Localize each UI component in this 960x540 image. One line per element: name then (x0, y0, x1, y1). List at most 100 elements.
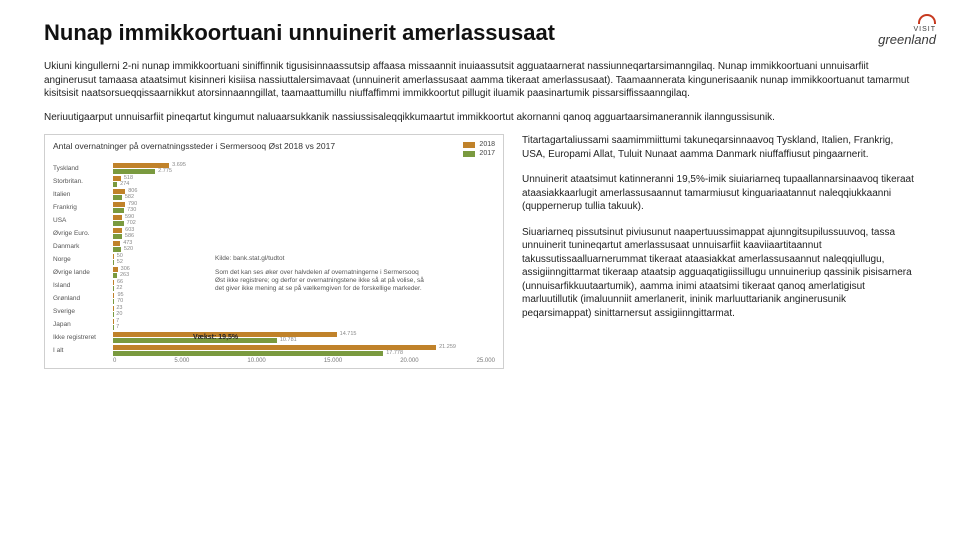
bar-2018 (113, 202, 125, 207)
bar-2018 (113, 228, 122, 233)
bar-track: 21.259 17.778 (113, 345, 495, 356)
chart-note-text: Som det kan ses øker over halvdelen af o… (215, 269, 425, 293)
bar-2017 (113, 169, 155, 174)
bar-track: 590702 (113, 215, 495, 226)
bar-value-2017: 586 (125, 233, 134, 239)
bar-row: Øvrige Euro.603586 (53, 228, 495, 239)
bar-label: Danmark (53, 243, 113, 250)
xaxis-tick: 0 (113, 358, 116, 364)
bar-label: I alt (53, 347, 113, 354)
bar-track: 2320 (113, 306, 495, 317)
chart-source: Kilde: bank.stat.gl/tudtot (215, 255, 425, 263)
chart-xaxis: 05.00010.00015.00020.00025.000 (53, 358, 495, 364)
side-paragraph-3: Siuariarneq pissutsinut piviusunut naape… (522, 226, 916, 321)
bar-2017 (113, 351, 383, 356)
bar-2017 (113, 195, 122, 200)
bar-label: Frankrig (53, 204, 113, 211)
bar-row: I alt 21.259 17.778 (53, 345, 495, 356)
bar-row: Tyskland3.6952.775 (53, 163, 495, 174)
bar-track: 790730 (113, 202, 495, 213)
bar-value-2017: 20 (116, 311, 122, 317)
bar-value-2017: 52 (117, 259, 123, 265)
bar-track: 806582 (113, 189, 495, 200)
bar-track: 14.715 10.781 (113, 332, 495, 343)
bar-value-2017: 730 (127, 207, 136, 213)
bar-value-2017: 520 (124, 246, 133, 252)
bar-2017 (113, 221, 124, 226)
bar-value-2017: 22 (116, 285, 122, 291)
bar-value-2017: 274 (120, 181, 129, 187)
logo-greenland: greenland (878, 33, 936, 46)
bar-row: Danmark473520 (53, 241, 495, 252)
bar-label: Tyskland (53, 165, 113, 172)
bar-2018 (113, 267, 118, 272)
bar-row: Japan77 (53, 319, 495, 330)
swatch-2018 (463, 142, 475, 148)
bar-2018 (113, 241, 120, 246)
bar-track: 603586 (113, 228, 495, 239)
bar-value-2018: 14.715 (340, 331, 357, 337)
xaxis-tick: 10.000 (247, 358, 265, 364)
brand-logo: VISIT greenland (878, 14, 936, 46)
xaxis-tick: 5.000 (174, 358, 189, 364)
bar-row: Italien806582 (53, 189, 495, 200)
content-row: Antal overnatninger på overnatningsstede… (44, 134, 916, 369)
bar-track: 473520 (113, 241, 495, 252)
intro-paragraph-2: Neriuutigaarput unnuisarfiit pineqartut … (44, 111, 916, 125)
bar-row: Grønland9570 (53, 293, 495, 304)
bar-value-2017: 7 (116, 324, 119, 330)
bar-label: Øvrige Euro. (53, 230, 113, 237)
bar-2017 (113, 234, 122, 239)
bar-value-2018: 21.259 (439, 344, 456, 350)
bar-label: Sverige (53, 308, 113, 315)
bar-2018 (113, 254, 114, 259)
bar-2017 (113, 299, 114, 304)
bar-value-2017: 263 (120, 272, 129, 278)
legend-2018: 2018 (463, 141, 495, 148)
page-body: Nunap immikkoortuani unnuinerit amerlass… (0, 0, 960, 389)
side-paragraph-2: Unnuinerit ataatsimut katinneranni 19,5%… (522, 173, 916, 214)
bar-value-2017: 17.778 (386, 350, 403, 356)
bar-label: Island (53, 282, 113, 289)
growth-highlight: Vækst: 19,5% (193, 334, 238, 341)
bar-row: Frankrig790730 (53, 202, 495, 213)
chart-title: Antal overnatninger på overnatningsstede… (53, 141, 495, 151)
intro-paragraph-1: Ukiuni kingullerni 2-ni nunap immikkoort… (44, 60, 916, 101)
bar-label: Grønland (53, 295, 113, 302)
bar-2017 (113, 182, 117, 187)
bar-track: 3.6952.775 (113, 163, 495, 174)
bar-2018 (113, 215, 122, 220)
bar-row: Sverige2320 (53, 306, 495, 317)
page-title: Nunap immikkoortuani unnuinerit amerlass… (44, 20, 916, 46)
xaxis-tick: 20.000 (400, 358, 418, 364)
bar-row: Ikke registreret 14.715 10.781 (53, 332, 495, 343)
bar-label: Storbritan. (53, 178, 113, 185)
chart-panel: Antal overnatninger på overnatningsstede… (44, 134, 504, 369)
bar-value-2017: 70 (117, 298, 123, 304)
bar-2017 (113, 247, 121, 252)
bar-value-2018: 3.695 (172, 162, 186, 168)
bar-track: 518274 (113, 176, 495, 187)
bar-value-2017: 702 (127, 220, 136, 226)
bar-label: USA (53, 217, 113, 224)
xaxis-tick: 25.000 (477, 358, 495, 364)
bar-value-2017: 10.781 (280, 337, 297, 343)
bar-label: Øvrige lande (53, 269, 113, 276)
bar-2018 (113, 293, 114, 298)
bar-value-2017: 582 (125, 194, 134, 200)
bar-2018 (113, 280, 114, 285)
bar-label: Ikke registreret (53, 334, 113, 341)
bar-2017 (113, 208, 124, 213)
bar-2018 (113, 189, 125, 194)
bar-row: USA590702 (53, 215, 495, 226)
bar-label: Japan (53, 321, 113, 328)
chart-note: Kilde: bank.stat.gl/tudtot Som det kan s… (215, 255, 425, 294)
bar-track: 77 (113, 319, 495, 330)
side-paragraph-1: Titartagartaliussami saamimmiittumi taku… (522, 134, 916, 161)
bar-track: 9570 (113, 293, 495, 304)
bar-label: Italien (53, 191, 113, 198)
legend-label-2018: 2018 (479, 141, 495, 148)
bar-2017 (113, 260, 114, 265)
bar-2017 (113, 273, 117, 278)
bar-label: Norge (53, 256, 113, 263)
